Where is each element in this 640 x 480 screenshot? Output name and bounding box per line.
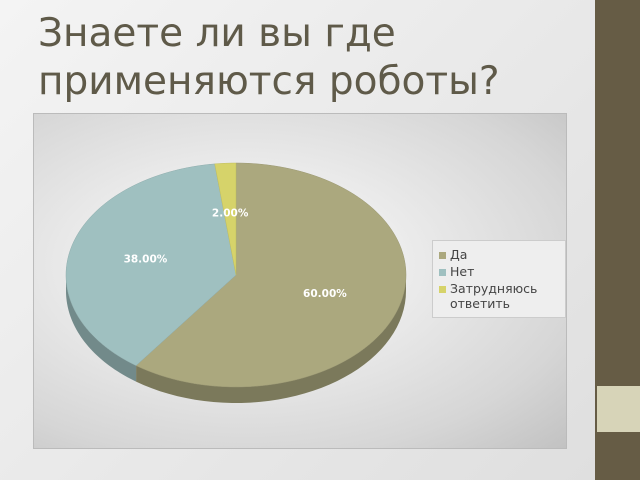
legend: Да Нет Затрудняюсь ответить xyxy=(432,240,566,318)
slice-depth xyxy=(136,275,406,403)
legend-swatch xyxy=(439,286,446,293)
data-label: 2.00% xyxy=(212,208,249,220)
legend-label: Нет xyxy=(450,264,475,279)
data-label: 60.00% xyxy=(303,288,347,300)
legend-swatch xyxy=(439,269,446,276)
legend-swatch xyxy=(439,252,446,259)
legend-entry: Нет xyxy=(437,264,561,279)
pie-slice xyxy=(214,162,237,276)
pie-slice xyxy=(135,162,407,388)
side-box xyxy=(597,386,640,432)
legend-entry: Затрудняюсь ответить xyxy=(437,281,561,311)
pie-slice xyxy=(65,163,237,366)
slice-depth xyxy=(66,275,137,382)
slide-title: Знаете ли вы где применяются роботы? xyxy=(38,11,500,104)
legend-label: Затрудняюсь ответить xyxy=(450,281,538,311)
legend-label: Да xyxy=(450,247,468,262)
data-label: 38.00% xyxy=(124,254,168,266)
legend-entry: Да xyxy=(437,247,561,262)
